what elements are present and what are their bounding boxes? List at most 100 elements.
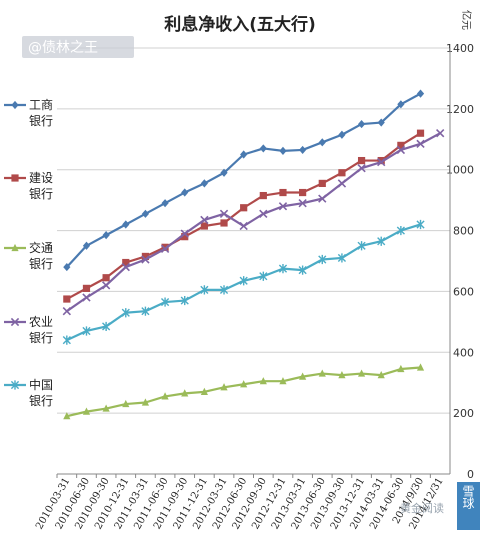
data-point (82, 293, 91, 302)
data-point (357, 156, 366, 165)
data-point (82, 241, 91, 250)
data-point (259, 191, 267, 200)
data-point (259, 377, 267, 385)
data-point (160, 244, 170, 253)
grid (57, 47, 450, 475)
data-point (102, 404, 110, 412)
data-point (181, 188, 189, 197)
data-point (63, 412, 71, 420)
y-tick-label: 1400 (446, 42, 474, 55)
data-point (436, 129, 445, 138)
y-tick-label: 0 (467, 468, 474, 481)
data-point (377, 236, 386, 246)
data-point (299, 188, 307, 197)
series-line (66, 92, 422, 268)
data-point (240, 150, 248, 159)
data-point (338, 371, 346, 379)
legend-swatch-marker (11, 174, 19, 182)
data-point (318, 254, 327, 265)
series (62, 89, 445, 420)
data-point (82, 284, 91, 292)
data-point (219, 285, 229, 295)
unit-label: 亿元 (460, 10, 473, 30)
data-point (82, 407, 91, 415)
data-point (337, 179, 347, 188)
data-point (318, 179, 326, 188)
data-point (377, 156, 385, 165)
data-point (220, 168, 228, 177)
y-tick-label: 400 (453, 346, 474, 359)
data-point (397, 141, 405, 149)
data-point (161, 243, 169, 251)
data-point (200, 285, 209, 295)
legend-swatch-marker (10, 317, 20, 327)
data-point (161, 199, 169, 208)
legend-label: 银行 (29, 187, 53, 201)
data-point (180, 229, 189, 238)
data-point (219, 209, 229, 219)
data-point (396, 225, 405, 236)
watermark-top-left: @债林之王 (22, 36, 134, 58)
data-point (318, 369, 326, 377)
data-point (299, 372, 307, 380)
data-point (181, 233, 189, 241)
data-point (357, 241, 366, 251)
corner-badge-background (457, 482, 480, 530)
data-point (416, 219, 425, 230)
data-point (338, 169, 346, 177)
data-point (141, 255, 150, 264)
data-point (298, 265, 307, 275)
legend-label: 中国 (29, 377, 53, 392)
data-point (141, 398, 150, 406)
data-point (220, 383, 228, 391)
watermark-bottom-right-text: 黄金阅读 (400, 501, 444, 515)
data-point (62, 335, 71, 345)
data-point (396, 145, 406, 155)
legend-label: 银行 (29, 257, 53, 271)
data-point (357, 119, 366, 129)
data-point (122, 220, 130, 229)
data-point (397, 100, 405, 109)
series-line (66, 366, 421, 418)
data-point (279, 377, 287, 385)
y-tick-label: 600 (453, 285, 474, 298)
series-2 (63, 129, 425, 303)
data-point (161, 392, 169, 400)
data-point (416, 129, 425, 137)
y-tick-label: 1000 (446, 164, 474, 177)
data-point (338, 130, 346, 139)
data-point (122, 258, 130, 267)
data-point (121, 262, 130, 272)
series-4 (62, 129, 445, 316)
data-point (181, 389, 189, 397)
data-point (318, 194, 327, 203)
data-point (180, 295, 189, 306)
data-point (82, 326, 91, 336)
data-point (278, 264, 288, 274)
legend-label: 交通 (29, 240, 53, 255)
data-point (240, 380, 248, 388)
legend-swatch-marker (11, 243, 19, 252)
legend-swatch-marker (11, 100, 19, 110)
data-point (160, 297, 170, 307)
data-point (101, 281, 111, 290)
series-line (66, 132, 441, 313)
data-point (416, 363, 425, 371)
data-point (377, 118, 385, 127)
series-1 (63, 89, 425, 272)
y-tick-label: 1200 (446, 103, 474, 116)
axes: 02004006008001000120014002010-03-312010-… (34, 42, 474, 531)
y-tick-label: 800 (453, 225, 474, 238)
data-point (377, 371, 385, 379)
legend-label: 银行 (29, 114, 53, 128)
data-point (200, 179, 208, 188)
series-3 (63, 363, 425, 420)
data-point (141, 252, 150, 261)
data-point (200, 387, 208, 395)
watermark-top-left-text: @债林之王 (28, 40, 98, 56)
data-point (122, 399, 130, 408)
data-point (259, 144, 267, 153)
chart-title: 利息净收入(五大行) (164, 14, 316, 35)
